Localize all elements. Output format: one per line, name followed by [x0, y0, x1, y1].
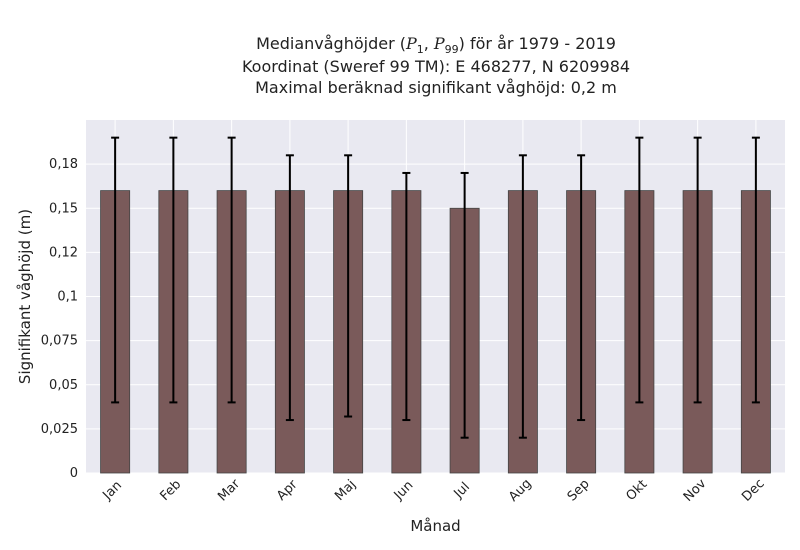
x-tick-label: Maj	[332, 477, 359, 504]
y-tick-label: 0,18	[49, 157, 78, 172]
x-tick-label: Feb	[157, 477, 184, 504]
x-tick-label: Jun	[391, 478, 417, 504]
x-tick-label: Okt	[624, 477, 651, 504]
y-tick-label: 0,15	[49, 201, 78, 216]
y-tick-label: 0,12	[49, 245, 78, 260]
x-tick-label: Aug	[506, 476, 535, 505]
title-p1: P	[405, 34, 417, 53]
y-tick-label: 0,075	[41, 334, 78, 349]
y-tick-label: 0	[70, 466, 78, 481]
chart-title-line-1: Medianvåghöjder (P1, P99) för år 1979 - …	[36, 34, 800, 56]
title-p1-sub: 1	[416, 43, 424, 57]
x-tick-label: Apr	[274, 477, 301, 504]
chart-title-line-2: Koordinat (Sweref 99 TM): E 468277, N 62…	[241, 57, 631, 76]
x-tick-label: Dec	[739, 476, 767, 504]
y-axis-label: Signifikant våghöjd (m)	[16, 209, 34, 384]
x-tick-label: Mar	[215, 476, 243, 504]
chart-title-line-3: Maximal beräknad signifikant våghöjd: 0,…	[255, 78, 617, 97]
x-tick-label: Sep	[565, 477, 593, 505]
title-suffix: ) för år 1979 - 2019	[458, 34, 616, 53]
title-p2: P	[433, 34, 445, 53]
title-p2-sub: 99	[444, 43, 459, 57]
y-tick-label: 0,025	[41, 422, 78, 437]
x-tick-label: Nov	[681, 476, 710, 505]
x-axis-label: Månad	[410, 517, 460, 535]
y-tick-label: 0,1	[57, 290, 78, 305]
title-prefix: Medianvåghöjder (	[256, 34, 406, 53]
x-tick-label: Jul	[451, 480, 473, 502]
x-tick-label: Jan	[100, 478, 125, 503]
title-sep: ,	[423, 34, 434, 53]
y-tick-label: 0,05	[49, 378, 78, 393]
